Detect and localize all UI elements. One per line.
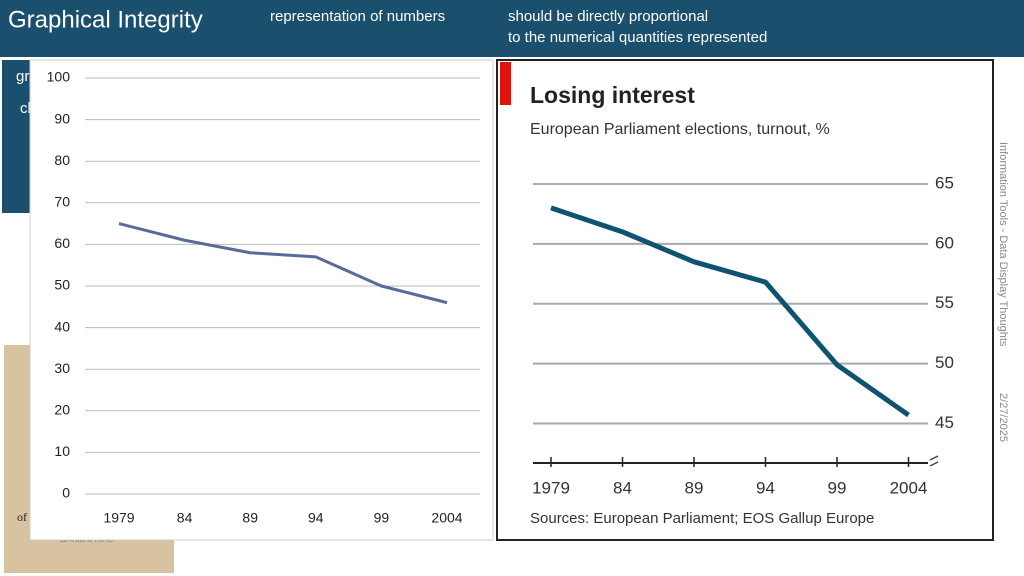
chart-source: Sources: European Parliament; EOS Gallup… — [530, 510, 874, 527]
chart-title: Losing interest — [530, 82, 695, 108]
data-line — [118, 222, 448, 305]
x-tick-label: 84 — [613, 478, 632, 497]
y-tick-label: 50 — [54, 277, 70, 293]
y-tick-label: 100 — [47, 69, 71, 85]
y-tick-label: 50 — [935, 353, 954, 372]
header-bar — [0, 0, 1024, 57]
y-tick-label: 80 — [54, 152, 70, 168]
y-tick-label: 30 — [54, 360, 70, 376]
x-tick-label: 94 — [308, 510, 324, 526]
y-tick-label: 0 — [62, 485, 70, 501]
y-tick-label: 60 — [935, 233, 954, 252]
slide-title: Graphical Integrity — [8, 6, 203, 33]
y-tick-label: 70 — [54, 194, 70, 210]
x-tick-label: 2004 — [890, 478, 928, 497]
axis-break — [929, 455, 939, 467]
red-tag — [500, 62, 511, 105]
x-tick-label: 99 — [828, 478, 847, 497]
y-tick-label: 10 — [54, 443, 70, 459]
y-tick-label: 55 — [935, 293, 954, 312]
chart-subtitle: European Parliament elections, turnout, … — [530, 121, 830, 138]
x-tick-label: 89 — [242, 510, 258, 526]
x-tick-label: 1979 — [532, 478, 570, 497]
footer-course: Information Tools - Data Display Thought… — [997, 142, 1009, 347]
y-tick-label: 65 — [935, 173, 954, 192]
rule-line: to the numerical quantities represented — [508, 29, 767, 46]
fragment: cl — [20, 100, 31, 117]
data-line — [550, 205, 910, 418]
x-tick-label: 89 — [685, 478, 704, 497]
rule-line: should be directly proportional — [508, 8, 708, 25]
topic: representation of numbers — [270, 8, 445, 25]
book-text: of — [17, 510, 27, 524]
y-tick-label: 90 — [54, 110, 70, 126]
y-tick-label: 20 — [54, 402, 70, 418]
x-tick-label: 2004 — [431, 510, 462, 526]
chart-box — [29, 59, 494, 541]
y-tick-label: 40 — [54, 318, 70, 334]
x-tick-label: 99 — [374, 510, 390, 526]
fragment: gr — [16, 68, 29, 85]
y-tick-label: 60 — [54, 235, 70, 251]
x-tick-label: 1979 — [103, 510, 134, 526]
x-tick-label: 94 — [756, 478, 775, 497]
chart-box — [496, 59, 994, 541]
x-tick-label: 84 — [177, 510, 193, 526]
y-tick-label: 45 — [935, 413, 954, 432]
footer-date: 2/27/2025 — [997, 393, 1009, 442]
